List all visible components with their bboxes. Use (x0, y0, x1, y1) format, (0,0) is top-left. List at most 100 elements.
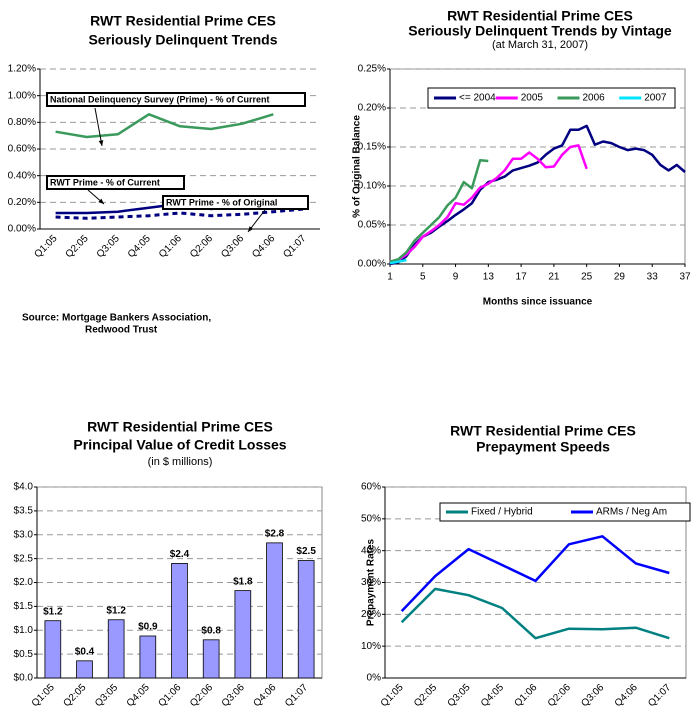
y-tick-label: $3.5 (14, 506, 34, 517)
x-tick-label: 29 (614, 272, 626, 283)
x-tick-label: Q3:05 (446, 682, 473, 709)
bar (44, 620, 62, 679)
chart-title: Principal Value of Credit Losses (73, 437, 286, 453)
x-tick-label: 13 (483, 272, 495, 283)
x-tick-label: Q1:05 (30, 682, 57, 709)
y-tick-label: 0.00% (8, 224, 36, 235)
x-tick-label: Q1:07 (646, 682, 673, 709)
x-tick-label: Q1:07 (283, 682, 310, 709)
chart-title: RWT Residential Prime CES (87, 419, 273, 435)
series-line (389, 144, 588, 263)
y-tick-label: 0.10% (358, 181, 386, 192)
y-tick-label: 0.40% (8, 170, 36, 181)
series-line (400, 535, 670, 612)
source-note: Source: Mortgage Bankers Association, (22, 313, 211, 324)
y-tick-label: 50% (361, 513, 381, 524)
x-tick-label: Q4:05 (479, 682, 506, 709)
bar-value-label: $1.2 (106, 605, 126, 616)
legend-label: 2006 (583, 93, 606, 104)
legend-label: <= 2004 (459, 93, 496, 104)
bar (171, 563, 188, 679)
x-tick-label: Q4:06 (613, 682, 640, 709)
y-tick-label: $2.5 (14, 553, 34, 564)
y-tick-label: $0.0 (14, 673, 34, 684)
chart-title: Seriously Delinquent Trends by Vintage (408, 23, 672, 39)
y-tick-label: 10% (361, 641, 381, 652)
y-tick-label: $1.0 (14, 625, 34, 636)
legend-box (427, 87, 676, 109)
x-tick-label: Q4:06 (251, 682, 278, 709)
chart-title: RWT Residential Prime CES (90, 13, 276, 29)
x-tick-label: 5 (420, 272, 426, 283)
arrow-head (98, 140, 104, 146)
y-tick-label: 0.20% (358, 103, 386, 114)
annotation-arrow (94, 107, 103, 147)
y-tick-label: 0.80% (8, 117, 36, 128)
y-tick-label: $3.0 (14, 529, 34, 540)
y-tick-label: 1.00% (8, 90, 36, 101)
legend-label: Fixed / Hybrid (471, 507, 533, 518)
y-tick-label: 0.60% (8, 144, 36, 155)
x-tick-label: Q4:06 (250, 233, 277, 260)
series-annotation: RWT Prime - % of Original (166, 197, 277, 207)
y-tick-label: 0.00% (358, 259, 386, 270)
y-tick-label: $4.0 (14, 482, 34, 493)
y-tick-label: 0.05% (358, 220, 386, 231)
x-tick-label: Q2:06 (546, 682, 573, 709)
chart-title: Seriously Delinquent Trends (88, 32, 277, 48)
y-tick-label: 0.25% (358, 64, 386, 75)
x-tick-label: 17 (516, 272, 528, 283)
x-tick-label: Q2:05 (64, 233, 91, 260)
x-tick-label: 33 (647, 272, 659, 283)
annotation-box (162, 195, 309, 210)
series-line (389, 159, 489, 263)
x-tick-label: Q1:05 (379, 682, 406, 709)
y-axis-label: % of Original Balance (352, 115, 363, 218)
x-tick-label: Q4:05 (126, 233, 153, 260)
chart-title: RWT Residential Prime CES (447, 8, 633, 24)
legend-box (439, 502, 691, 522)
series-annotation: RWT Prime - % of Current (50, 177, 160, 187)
y-axis-label: Prepayment Rates (366, 538, 377, 626)
x-tick-label: 37 (679, 272, 691, 283)
annotation-box (46, 175, 185, 190)
y-tick-label: $2.0 (14, 577, 34, 588)
x-tick-label: Q2:06 (188, 233, 215, 260)
bar (76, 660, 93, 679)
bar-value-label: $0.8 (201, 625, 221, 636)
chart-title: Prepayment Speeds (476, 439, 610, 455)
bar (139, 635, 157, 679)
x-tick-label: 21 (548, 272, 560, 283)
chart-subtitle: (at March 31, 2007) (492, 39, 588, 51)
bar (234, 590, 252, 679)
series-line (400, 587, 670, 640)
y-tick-label: 40% (361, 545, 381, 556)
legend-label: 2005 (521, 93, 544, 104)
bar-value-label: $0.9 (138, 622, 158, 633)
y-tick-label: 0.20% (8, 197, 36, 208)
chart-title: RWT Residential Prime CES (450, 423, 636, 439)
bar (297, 560, 315, 679)
arrow-head (98, 198, 104, 204)
series-annotation: National Delinquency Survey (Prime) - % … (50, 94, 270, 104)
bar-value-label: $2.5 (296, 546, 316, 557)
y-tick-label: 0.15% (358, 142, 386, 153)
series-line (389, 124, 686, 266)
x-tick-label: Q3:06 (579, 682, 606, 709)
x-axis-label: Months since issuance (483, 297, 593, 308)
y-tick-label: $0.5 (14, 649, 34, 660)
x-tick-label: Q1:06 (157, 233, 184, 260)
x-tick-label: Q4:05 (125, 682, 152, 709)
y-tick-label: 60% (361, 482, 381, 493)
chart-subtitle: (in $ millions) (148, 456, 213, 468)
x-tick-label: Q1:05 (32, 233, 59, 260)
annotation-box (46, 92, 306, 107)
x-tick-label: Q1:06 (512, 682, 539, 709)
x-tick-label: Q1:07 (281, 233, 308, 260)
source-note: Redwood Trust (85, 325, 158, 336)
bar (107, 619, 125, 679)
bar (202, 639, 220, 679)
x-tick-label: Q3:05 (95, 233, 122, 260)
legend-label: 2007 (644, 93, 667, 104)
x-tick-label: Q2:06 (188, 682, 215, 709)
